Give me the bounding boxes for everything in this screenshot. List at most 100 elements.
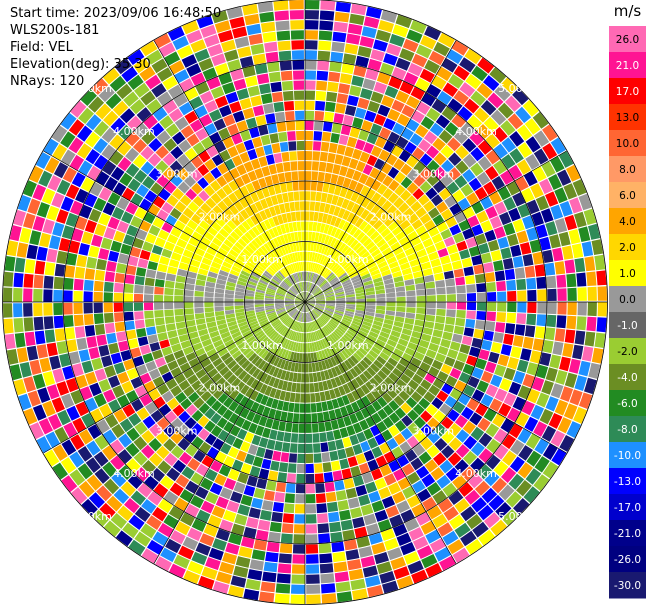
range-gate-cell [315,483,325,493]
range-gate-cell [481,252,492,264]
range-gate-cell [240,536,255,549]
range-gate-cell [554,218,568,233]
range-gate-cell [373,359,384,369]
range-gate-cell [248,320,259,327]
range-gate-cell [382,580,399,594]
range-gate-cell [324,291,334,296]
range-gate-cell [174,201,187,213]
range-gate-cell [200,358,212,368]
range-gate-cell [251,497,263,509]
range-gate-cell [113,409,127,423]
range-gate-cell [132,154,147,169]
range-gate-cell [355,55,370,68]
range-gate-cell [102,160,117,176]
range-gate-cell [286,381,293,392]
range-gate-cell [382,323,393,330]
range-gate-cell [84,397,98,412]
range-gate-cell [224,257,235,265]
range-gate-cell [446,309,456,318]
range-gate-cell [478,529,496,546]
range-gate-cell [343,234,353,244]
range-gate-cell [348,343,358,352]
range-gate-cell [313,308,322,315]
range-gate-cell [370,424,381,437]
range-gate-cell [466,192,479,206]
range-gate-cell [167,330,178,339]
range-gate-cell [487,292,497,302]
range-gate-cell [130,490,146,506]
range-gate-cell [419,153,433,167]
range-gate-cell [422,497,437,511]
range-gate-cell [386,302,396,307]
range-gate-cell [524,118,541,135]
range-gate-cell [419,361,431,372]
range-gate-cell [239,396,250,407]
range-gate-cell [160,475,175,490]
range-gate-cell [352,242,362,252]
range-gate-cell [93,393,107,408]
range-gate-cell [91,357,103,371]
range-gate-cell [275,482,286,493]
range-gate-cell [296,295,305,302]
range-gate-cell [355,161,366,173]
range-gate-cell [243,526,257,539]
range-gate-cell [507,233,519,247]
range-gate-cell [523,486,540,504]
range-gate-cell [401,127,414,141]
range-gate-cell [406,471,421,485]
range-gate-cell [373,39,388,52]
range-gate-cell [371,324,382,331]
range-gate-cell [381,247,392,256]
range-gate-cell [367,459,379,471]
range-gate-cell [285,303,295,307]
range-gate-cell [250,401,260,413]
range-gate-cell [205,395,217,407]
range-gate-cell [248,352,258,362]
range-gate-cell [324,309,334,315]
range-gate-cell [311,262,316,272]
range-gate-cell [324,308,334,313]
range-gate-cell [139,393,153,407]
range-gate-cell [188,331,199,340]
range-gate-cell [437,90,453,106]
range-gate-cell [352,170,362,182]
range-gate-cell [326,193,334,204]
range-gate-cell [316,80,328,91]
range-gate-cell [501,137,517,153]
range-gate-cell [187,458,201,471]
range-gate-cell [81,231,94,245]
range-gate-cell [291,320,297,330]
range-gate-cell [313,320,319,330]
range-gate-cell [256,312,266,318]
range-gate-cell [362,237,373,248]
range-gate-cell [296,373,302,383]
range-gate-cell [134,284,144,294]
range-gate-cell [306,594,321,604]
range-gate-cell [324,390,332,401]
range-gate-cell [412,188,425,200]
range-gate-cell [318,317,326,326]
range-gate-cell [321,349,327,360]
range-gate-cell [76,337,88,351]
range-gate-cell [23,408,38,425]
range-gate-cell [124,283,134,293]
range-gate-cell [179,362,191,373]
range-gate-cell [446,294,456,302]
range-gate-cell [338,242,347,253]
range-gate-cell [305,140,313,151]
range-gate-cell [550,156,565,173]
range-gate-cell [374,477,387,490]
range-gate-cell [35,152,51,169]
range-gate-cell [483,181,497,195]
range-gate-cell [264,270,273,278]
range-gate-cell [365,416,376,428]
range-gate-cell [84,325,96,337]
range-gate-cell [258,281,268,288]
range-gate-cell [185,503,200,518]
range-gate-cell [358,220,368,231]
range-gate-cell [52,462,68,480]
range-gate-cell [402,352,413,362]
range-gate-cell [367,334,377,342]
range-gate-cell [237,504,250,516]
range-gate-cell [254,330,264,338]
